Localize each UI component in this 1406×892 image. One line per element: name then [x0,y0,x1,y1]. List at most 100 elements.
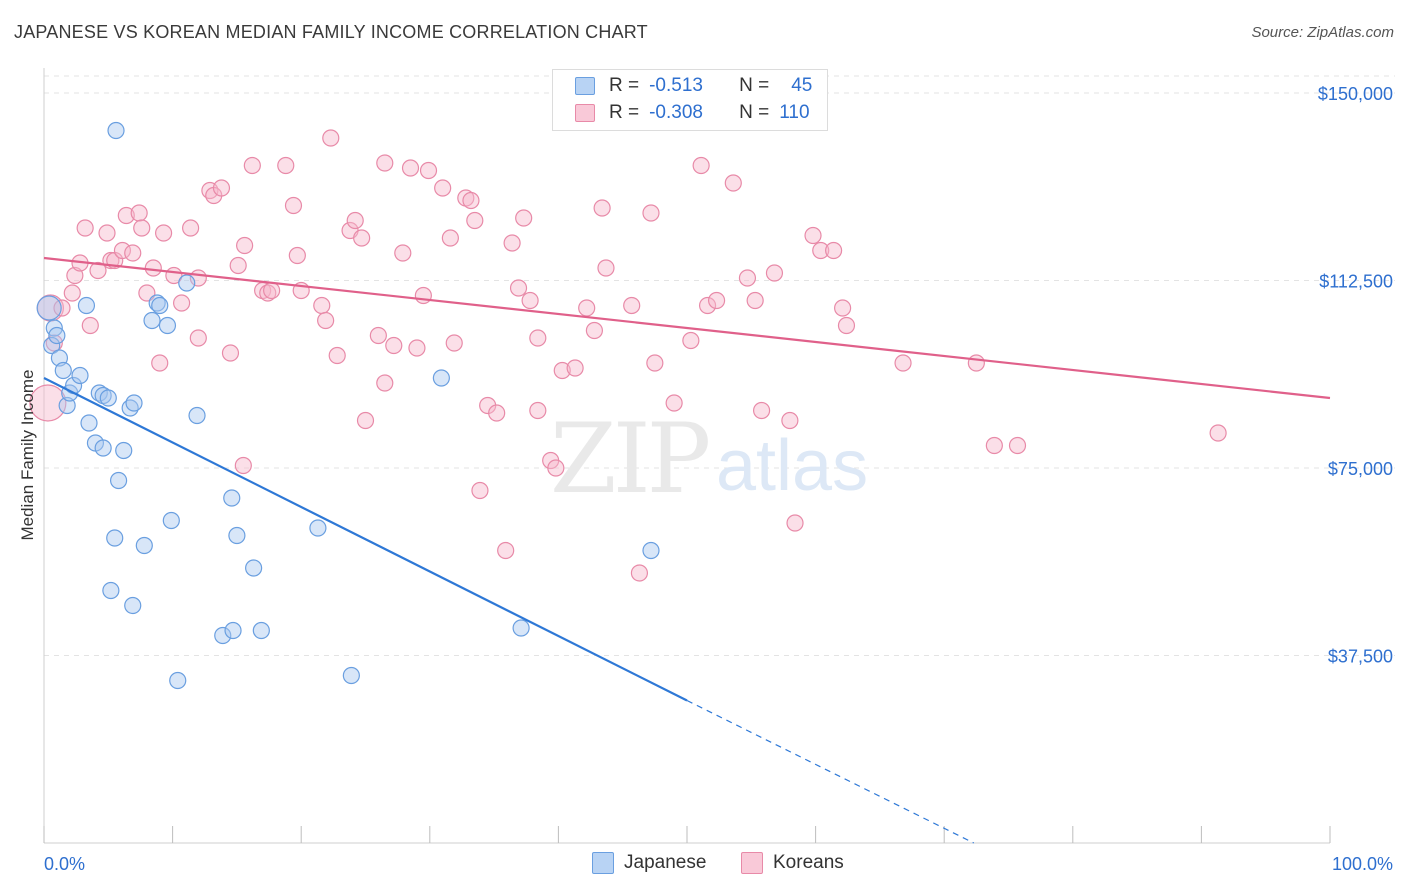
koreans-point [376,154,394,172]
koreans-point [243,156,261,175]
koreans-point [229,256,247,275]
koreans-point [284,196,303,215]
koreans-point [414,286,432,305]
japanese-point [115,441,133,460]
koreans-point [221,344,240,362]
koreans-point [488,404,506,422]
koreans-point [212,179,231,197]
koreans-point [434,179,452,197]
watermark-zip: ZIP [550,403,709,515]
koreans-point [646,354,664,372]
koreans-point [578,299,596,317]
koreans-point [967,354,985,372]
y-axis-label: Median Family Income [18,369,37,541]
koreans-point [752,401,771,420]
bottom-legend-koreans: Koreans [741,852,844,874]
koreans-point [665,394,683,412]
japanese-point [228,526,246,545]
koreans-trend-line [43,256,1331,400]
japanese-point [214,626,232,645]
koreans-point [566,359,584,377]
legend-n-label: N = [739,75,770,96]
legend-r-value: -0.308 [649,102,703,123]
koreans-point [837,316,856,335]
japanese-point [125,394,143,412]
koreans-point [597,259,615,277]
koreans-point [786,514,804,532]
koreans-point [117,206,135,225]
koreans-point [509,279,528,297]
y-tick-label: $150,000 [1318,84,1393,104]
koreans-point [313,296,331,315]
koreans-point [682,331,700,350]
koreans-point [81,316,99,335]
legend-r-label: R = [609,75,640,96]
japanese-point [309,519,327,537]
japanese-point [252,621,270,640]
japanese-point [143,311,161,330]
koreans-point [547,459,565,477]
japanese-point [109,471,128,490]
koreans-point [133,219,151,237]
legend-n-label: N = [739,102,770,123]
legend-r-label: R = [609,102,640,123]
koreans-point [236,236,254,255]
japanese-point [224,621,242,640]
x-tick-label: 0.0% [44,854,85,874]
koreans-point [698,296,717,315]
trend-lines [43,256,1331,844]
koreans-swatch [575,104,595,122]
koreans-point [29,384,67,422]
koreans-point [124,244,142,262]
koreans-point [497,541,515,560]
y-tick-label: $112,500 [1319,272,1393,292]
koreans-point [471,481,489,500]
koreans-point [642,204,660,222]
japanese-swatch [592,852,614,874]
koreans-point [503,234,521,252]
japanese-point [135,536,153,555]
koreans-point [462,191,480,210]
legend-n-value: 45 [791,75,813,96]
japanese-point [36,295,62,321]
bottom-legend-japanese-label: Japanese [624,852,707,873]
koreans-point [765,264,784,282]
koreans-point [593,199,611,217]
koreans-point [746,291,764,310]
koreans-point [1209,424,1227,442]
koreans-point [894,354,912,372]
japanese-point [151,296,169,315]
koreans-point [234,456,252,475]
koreans-point [804,226,822,245]
japanese-point [94,439,112,457]
tick-labels: $37,500 $75,000 $112,500 $150,000 0.0% 100.0% [44,84,1393,874]
koreans-point [585,321,604,340]
koreans-point [394,244,412,262]
japanese-point [106,529,124,547]
koreans-point [144,259,162,277]
koreans-point [1008,436,1027,455]
japanese-trend-line [43,377,688,702]
japanese-point [223,489,241,507]
japanese-point [162,511,180,530]
japanese-points [36,121,660,690]
koreans-point [317,311,335,330]
koreans-point [623,296,641,315]
koreans-point [812,241,830,260]
koreans-point [521,291,539,310]
koreans-point [692,156,710,175]
watermark-atlas: atlas [716,426,868,506]
bottom-legend-koreans-label: Koreans [773,852,844,873]
koreans-point [182,219,200,237]
zipatlas-watermark: ZIP atlas [550,403,868,515]
koreans-point [419,161,438,180]
koreans-point [834,299,852,317]
japanese-point [99,389,117,407]
japanese-point [148,294,166,312]
koreans-point [322,129,340,147]
japanese-point [71,366,89,385]
legend-n-value: 110 [779,102,810,123]
koreans-point [113,241,132,260]
japanese-point [642,541,660,560]
